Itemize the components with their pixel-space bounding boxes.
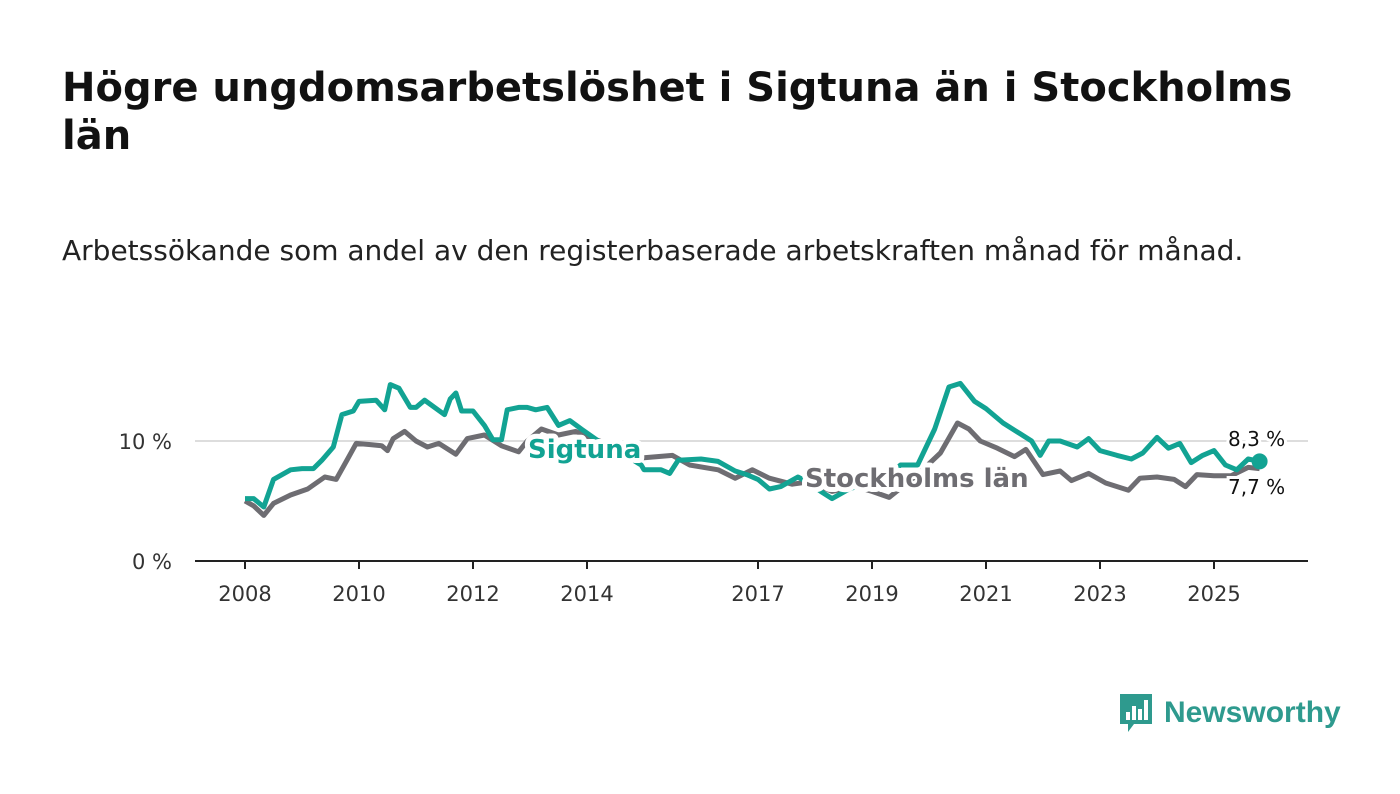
x-tick-label: 2017: [731, 582, 784, 606]
x-tick-label: 2010: [332, 582, 385, 606]
x-tick-label: 2025: [1187, 582, 1240, 606]
x-tick-label: 2008: [218, 582, 271, 606]
x-tick-label: 2019: [845, 582, 898, 606]
brand-name: Newsworthy: [1164, 696, 1341, 729]
x-tick-label: 2021: [959, 582, 1012, 606]
y-tick-label: 10 %: [119, 430, 172, 454]
newsworthy-logo[interactable]: Newsworthy: [1118, 692, 1341, 734]
x-tick-label: 2014: [560, 582, 613, 606]
y-tick-label: 0 %: [132, 550, 172, 574]
chart-title: Högre ungdomsarbetslöshet i Sigtuna än i…: [62, 65, 1293, 159]
end-value-stockholm: 7,7 %: [1228, 475, 1285, 499]
chart-subtitle: Arbetssökande som andel av den registerb…: [62, 234, 1244, 267]
newsworthy-logo-icon: [1120, 694, 1152, 732]
x-tick-label: 2023: [1073, 582, 1126, 606]
series-label-stockholm: Stockholms län: [805, 464, 1029, 494]
end-value-sigtuna: 8,3 %: [1228, 427, 1285, 451]
series-line-stockholm: [243, 420, 1260, 518]
x-tick-label: 2012: [446, 582, 499, 606]
series-line-sigtuna: [245, 380, 1261, 510]
sigtuna-end-point: [1251, 453, 1268, 470]
series-label-sigtuna: Sigtuna: [528, 435, 641, 465]
